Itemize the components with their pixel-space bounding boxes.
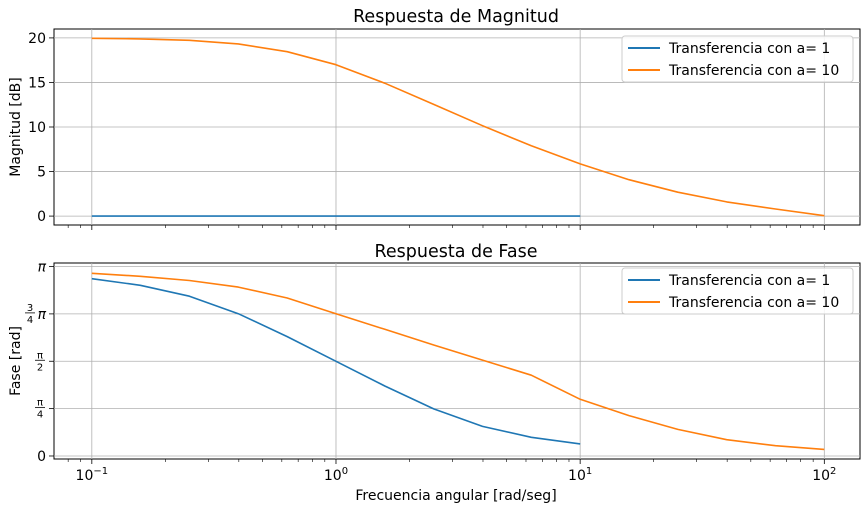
phase-panel: Respuesta de Fase Fase [rad] Frecuencia … [8, 242, 861, 504]
phase-x-tick-label: 102 [812, 466, 836, 484]
phase-title: Respuesta de Fase [375, 242, 538, 262]
magnitude-ylabel: Magnitud [dB] [8, 77, 24, 176]
magnitude-legend-box [621, 35, 854, 83]
phase-y-tick-label-den: 4 [27, 315, 33, 326]
phase-x-tick-label: 100 [324, 466, 348, 484]
phase-y-tick-label: 0 [37, 449, 46, 465]
phase-y-tick-label-num: π [37, 398, 43, 409]
magnitude-legend: Transferencia con a= 1 Transferencia con… [621, 35, 854, 83]
phase-y-tick-label-pi: π [38, 307, 47, 323]
magnitude-y-tick-label: 0 [37, 209, 46, 225]
magnitude-legend-label-a1: Transferencia con a= 1 [668, 41, 830, 57]
magnitude-y-tick-label: 15 [28, 75, 46, 91]
phase-x-tick-label: 101 [568, 466, 592, 484]
phase-legend: Transferencia con a= 1 Transferencia con… [621, 267, 854, 315]
phase-y-tick-label-den: 2 [37, 362, 43, 373]
phase-y-tick-label-den: 4 [37, 410, 43, 421]
phase-xlabel: Frecuencia angular [rad/seg] [355, 488, 556, 504]
magnitude-legend-label-a10: Transferencia con a= 10 [668, 63, 839, 79]
magnitude-y-tick-label: 20 [28, 31, 46, 47]
phase-series-line-a1 [91, 277, 581, 445]
phase-y-tick-label-num: 3 [27, 303, 33, 314]
phase-series-line-a10 [91, 272, 825, 451]
phase-legend-label-a1: Transferencia con a= 1 [668, 273, 830, 289]
phase-legend-label-a10: Transferencia con a= 10 [668, 295, 839, 311]
magnitude-y-tick-label: 5 [37, 165, 46, 181]
magnitude-series-line-a10 [91, 37, 825, 217]
phase-x-tick-label: 10−1 [76, 466, 109, 484]
magnitude-y-tick-label: 10 [28, 120, 46, 136]
phase-legend-box [621, 267, 854, 315]
magnitude-title: Respuesta de Magnitud [353, 7, 559, 27]
magnitude-panel: Respuesta de Magnitud Magnitud [dB] 0 5 10… [8, 7, 861, 230]
phase-ylabel: Fase [rad] [8, 326, 24, 396]
phase-y-tick-label-num: π [37, 350, 43, 361]
phase-y-tick-label: π [38, 260, 47, 276]
